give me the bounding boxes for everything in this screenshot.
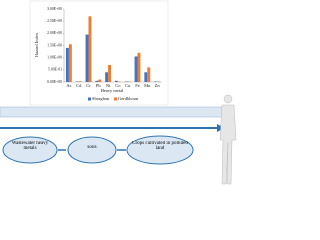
chart-frame bbox=[29, 0, 169, 106]
x-axis-label: Heavy metal bbox=[101, 88, 125, 93]
y-axis-label: Hazard Index bbox=[34, 32, 39, 57]
legend-label: Shorghan bbox=[92, 96, 110, 101]
legend-swatch bbox=[88, 97, 91, 101]
y-tick-label: 1.00E+00 bbox=[47, 56, 62, 60]
bar bbox=[68, 44, 72, 82]
node-label: soils bbox=[87, 145, 97, 150]
bar bbox=[105, 72, 109, 82]
bar bbox=[114, 80, 118, 82]
legend-label: Gerdkhoon bbox=[118, 96, 139, 101]
bar bbox=[65, 47, 69, 82]
x-tick-label: Fe bbox=[135, 83, 140, 88]
bar bbox=[98, 79, 102, 82]
bar bbox=[85, 34, 89, 82]
diagram: Hazard Index Heavy metal 0.00E+00 5.00E-0… bbox=[0, 0, 237, 185]
bar-chart: 0.00E+00 5.00E-01 1.00E+00 1.50E+00 2.00E+00… bbox=[47, 7, 162, 101]
x-tick-label: Cu bbox=[125, 83, 131, 88]
node-label: Wastewater heavy metals bbox=[11, 141, 49, 151]
bar bbox=[95, 80, 99, 82]
y-tick-label: 1.50E+00 bbox=[47, 43, 62, 47]
node-label: Crops cultivated in polluted land bbox=[132, 141, 188, 151]
x-tick-label: Cr bbox=[86, 83, 91, 88]
x-tick-label: Cd bbox=[76, 83, 82, 88]
y-tick-label: 5.00E-01 bbox=[48, 68, 62, 72]
bar bbox=[88, 16, 92, 82]
x-tick-label: Zn bbox=[155, 83, 161, 88]
x-tick-label: Co bbox=[115, 83, 121, 88]
node-ellipse bbox=[126, 135, 194, 165]
y-tick-label: 2.50E+00 bbox=[47, 19, 62, 23]
bar bbox=[134, 56, 138, 82]
y-tick-label: 0.00E+00 bbox=[47, 80, 62, 84]
band bbox=[0, 106, 229, 118]
x-tick-label: As bbox=[66, 83, 71, 88]
node-ellipse bbox=[67, 136, 117, 164]
node-text-box: soils bbox=[87, 145, 97, 150]
bar bbox=[137, 52, 141, 82]
x-tick-label: Mn bbox=[144, 83, 151, 88]
bar bbox=[144, 72, 148, 82]
x-tick-label: Pb bbox=[96, 83, 102, 88]
node-text-box: Wastewater heavy metals bbox=[11, 141, 49, 151]
legend-swatch bbox=[114, 97, 117, 101]
bar bbox=[108, 64, 112, 82]
node-ellipse bbox=[2, 136, 58, 164]
human-figure bbox=[219, 94, 237, 185]
bar bbox=[147, 67, 151, 82]
node-text-box: Crops cultivated in polluted land bbox=[132, 141, 188, 151]
bar bbox=[78, 81, 82, 82]
page: {"chart_data":{"type":"bar","x_label":"H… bbox=[0, 0, 237, 185]
y-tick-label: 2.00E+00 bbox=[47, 31, 62, 35]
x-tick-label: Ni bbox=[106, 83, 111, 88]
y-tick-label: 3.00E+00 bbox=[47, 7, 62, 11]
